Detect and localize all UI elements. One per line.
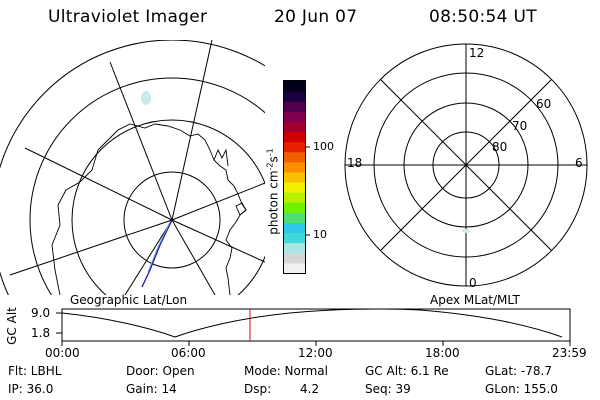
timeline-xtick-0000: 00:00: [45, 346, 80, 360]
info-glon: GLon: 155.0: [485, 382, 558, 396]
colorbar-band: [284, 182, 305, 193]
lat-circle-inner: [123, 171, 221, 269]
colorbar-band: [284, 202, 305, 213]
colorbar-band: [284, 262, 305, 274]
colorbar-band: [284, 151, 305, 163]
meridian: [24, 147, 173, 221]
gc-alt-curve: [61, 308, 563, 338]
mlat-circle-60: [344, 43, 588, 287]
colorbar-band: [284, 121, 305, 133]
meridian: [171, 219, 265, 263]
mlat-label-80: 80: [492, 140, 508, 154]
mlat-circle-inner: [432, 131, 500, 199]
meridian: [9, 219, 173, 276]
colorbar-band: [284, 161, 305, 173]
coastline-island: [235, 202, 247, 216]
mlat-label-60: 60: [536, 97, 552, 111]
info-dsp-value: 4.2: [300, 382, 320, 396]
timeline-ylabel: GC Alt: [5, 307, 19, 345]
colorbar: [283, 80, 310, 274]
meridian: [171, 40, 213, 221]
colorbar-band: [284, 141, 305, 153]
colorbar-tick-label-10: 10: [313, 228, 327, 241]
mlt-label-0: 0: [469, 276, 477, 290]
app-title: Ultraviolet Imager: [48, 7, 208, 27]
colorbar-band: [284, 101, 305, 112]
colorbar-unit-label: photon cm-2s-1: [265, 148, 281, 235]
meridian: [109, 61, 173, 221]
coastline-peninsula: [213, 148, 229, 167]
mlt-label-6: 6: [575, 156, 583, 170]
info-glat: GLat: -78.7: [485, 364, 552, 378]
colorbar-band: [284, 232, 305, 244]
meridian: [124, 219, 173, 295]
mlt-label-18: 18: [347, 156, 363, 170]
colorbar-tick-label-100: 100: [313, 140, 334, 153]
timeline-xtick-1800: 18:00: [425, 346, 460, 360]
timeline-ytick-9: 9.0: [31, 306, 51, 320]
mlat-circle-80: [403, 102, 529, 228]
colorbar-band: [284, 171, 305, 183]
info-filter: Flt: LBHL: [8, 364, 62, 378]
colorbar-band: [284, 131, 305, 143]
timeline-frame: [61, 308, 571, 342]
satellite-track: [141, 219, 173, 288]
header-time: 08:50:54 UT: [429, 7, 537, 27]
timeline-ytick-1: 1.8: [31, 326, 51, 340]
colorbar-band: [284, 111, 305, 122]
info-dsp-label: Dsp:: [244, 382, 272, 396]
aurora-patch: [141, 91, 151, 105]
colorbar-band: [284, 212, 305, 223]
meridian: [171, 182, 265, 221]
timeline-xtick-0600: 06:00: [171, 346, 206, 360]
info-ip: IP: 36.0: [8, 382, 54, 396]
aurora-patch-polar: [462, 229, 470, 233]
polar-panel-label: Apex MLat/MLT: [430, 293, 520, 307]
lat-circle-3: [71, 119, 265, 295]
info-seq: Seq: 39: [365, 382, 411, 396]
info-gc-alt: GC Alt: 6.1 Re: [365, 364, 449, 378]
geo-panel-label: Geographic Lat/Lon: [70, 293, 188, 307]
mlt-line-diag: [380, 79, 552, 251]
coastline: [51, 123, 247, 295]
timeline-xtick-2359: 23:59: [552, 346, 587, 360]
meridian: [171, 219, 216, 295]
colorbar-band: [284, 91, 305, 102]
colorbar-band: [284, 252, 305, 264]
info-mode: Mode: Normal: [244, 364, 328, 378]
timeline-xtick-1200: 12:00: [298, 346, 333, 360]
mlat-circle-70: [373, 72, 559, 258]
info-gain: Gain: 14: [126, 382, 177, 396]
header-date: 20 Jun 07: [274, 7, 358, 27]
colorbar-band: [284, 81, 305, 92]
mlt-line-diag: [380, 79, 552, 251]
info-door: Door: Open: [126, 364, 195, 378]
colorbar-band: [284, 242, 305, 254]
colorbar-band: [284, 222, 305, 234]
mlt-label-12: 12: [469, 46, 485, 60]
mlat-label-70: 70: [512, 119, 528, 133]
colorbar-band: [284, 192, 305, 203]
